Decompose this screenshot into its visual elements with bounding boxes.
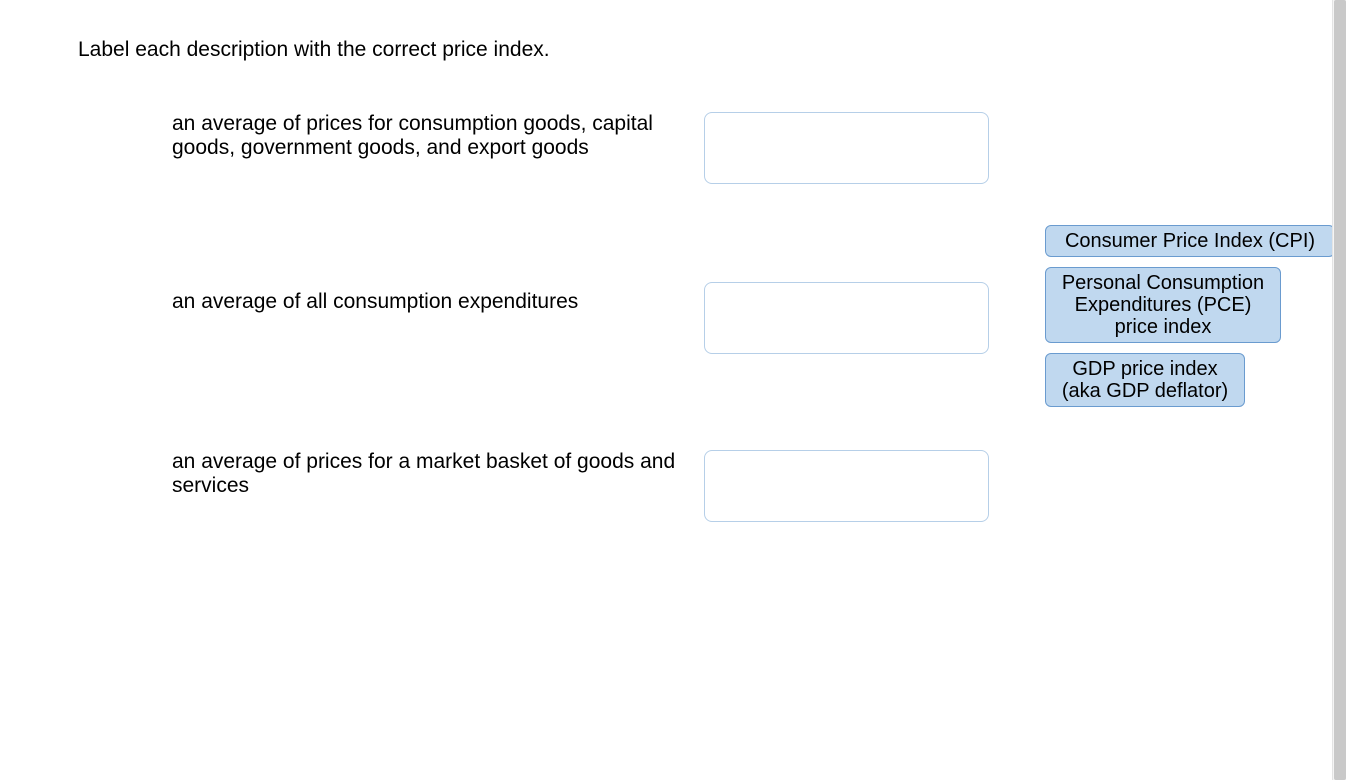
option-chip-pce[interactable]: Personal Consumption Expenditures (PCE) … [1045, 267, 1281, 343]
drop-zone-1[interactable] [704, 112, 989, 184]
question-text-2: an average of all consumption expenditur… [172, 290, 682, 314]
instruction-text: Label each description with the correct … [78, 38, 550, 62]
option-chip-cpi[interactable]: Consumer Price Index (CPI) [1045, 225, 1335, 257]
vertical-scrollbar-track[interactable] [1332, 0, 1346, 780]
content-area: Label each description with the correct … [0, 0, 1332, 780]
drop-zone-2[interactable] [704, 282, 989, 354]
option-chip-gdp[interactable]: GDP price index (aka GDP deflator) [1045, 353, 1245, 407]
question-text-1: an average of prices for consumption goo… [172, 112, 682, 160]
question-row-3: an average of prices for a market basket… [172, 450, 682, 498]
question-row-2: an average of all consumption expenditur… [172, 290, 682, 314]
options-panel: Consumer Price Index (CPI) Personal Cons… [1045, 225, 1335, 407]
drop-zone-3[interactable] [704, 450, 989, 522]
vertical-scrollbar-thumb[interactable] [1334, 0, 1346, 780]
question-text-3: an average of prices for a market basket… [172, 450, 682, 498]
question-row-1: an average of prices for consumption goo… [172, 112, 682, 160]
